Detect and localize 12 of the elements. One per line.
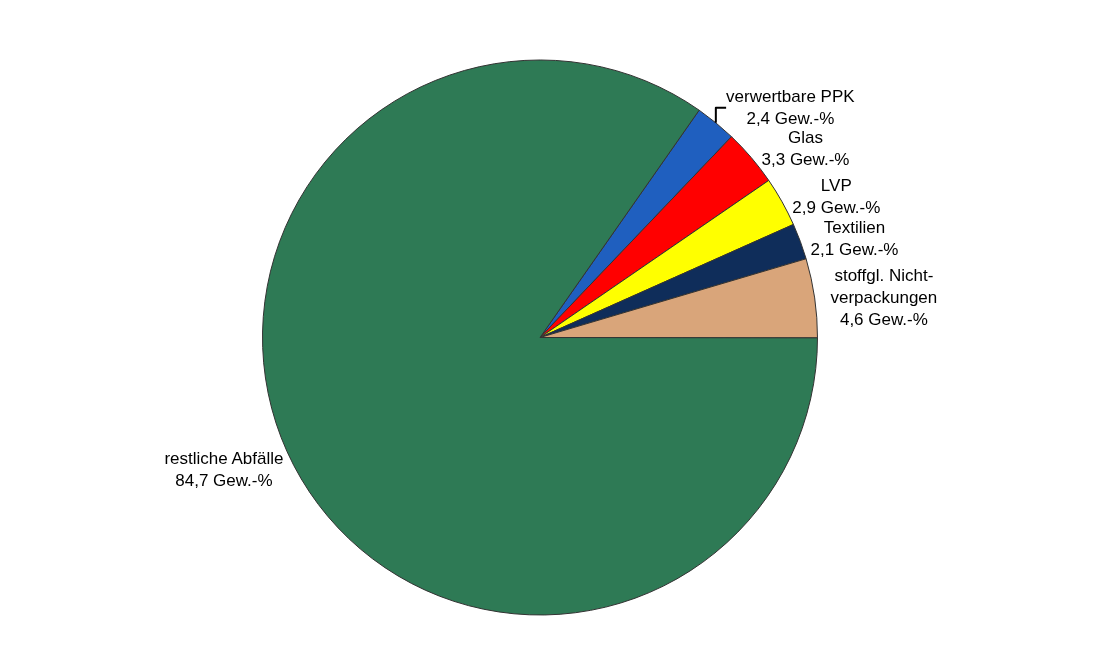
- slice-label: restliche Abfälle: [164, 449, 284, 469]
- slice-label: LVP: [820, 176, 852, 196]
- data-label: 3,3 Gew.-%: [761, 150, 850, 170]
- slice-label: Textilien: [823, 218, 886, 238]
- data-label: 2,1 Gew.-%: [810, 240, 899, 260]
- slice-label: verwertbare PPK: [726, 87, 856, 107]
- data-label: 2,9 Gew.-%: [792, 198, 881, 218]
- slice-label: Glas: [787, 128, 823, 148]
- data-label: 4,6 Gew.-%: [839, 309, 928, 329]
- data-label: 84,7 Gew.-%: [175, 471, 273, 491]
- slice-label: stoffgl. Nicht- verpackungen: [830, 265, 938, 307]
- data-label: 2,4 Gew.-%: [746, 109, 835, 129]
